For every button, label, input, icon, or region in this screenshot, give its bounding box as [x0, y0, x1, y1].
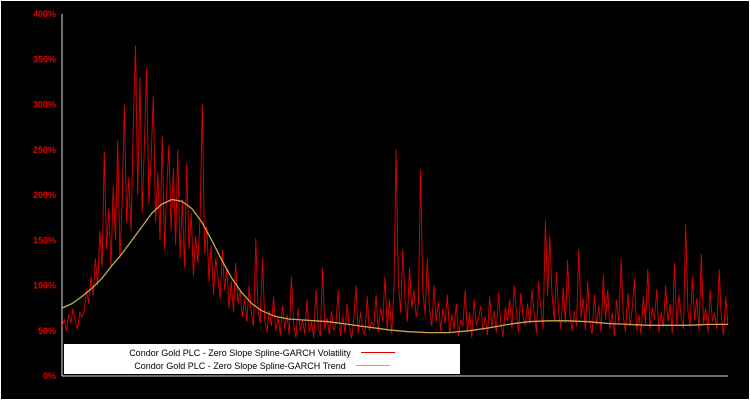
chart-legend: Condor Gold PLC - Zero Slope Spline-GARC…	[64, 344, 460, 374]
y-tick-label: 0%	[43, 371, 56, 381]
legend-line-volatility-icon	[360, 352, 395, 353]
y-tick-label: 150%	[33, 235, 56, 245]
y-tick-label: 50%	[38, 326, 56, 336]
legend-label-volatility: Condor Gold PLC - Zero Slope Spline-GARC…	[129, 347, 351, 358]
y-tick-label: 400%	[33, 9, 56, 19]
legend-entry-trend: Condor Gold PLC - Zero Slope Spline-GARC…	[68, 359, 456, 372]
volatility-line	[61, 45, 729, 339]
y-tick-label: 250%	[33, 145, 56, 155]
y-tick-label: 300%	[33, 100, 56, 110]
y-tick-label: 100%	[33, 281, 56, 291]
trend-line	[61, 198, 728, 334]
y-tick-label: 200%	[33, 190, 56, 200]
legend-line-trend-icon	[355, 365, 390, 366]
y-tick-label: 350%	[33, 54, 56, 64]
legend-label-trend: Condor Gold PLC - Zero Slope Spline-GARC…	[134, 360, 346, 371]
legend-entry-volatility: Condor Gold PLC - Zero Slope Spline-GARC…	[68, 346, 456, 359]
